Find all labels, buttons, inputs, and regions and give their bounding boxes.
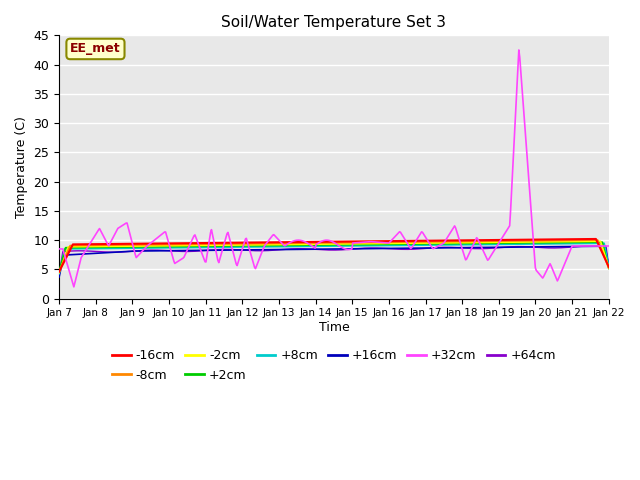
- Y-axis label: Temperature (C): Temperature (C): [15, 116, 28, 218]
- X-axis label: Time: Time: [319, 321, 349, 334]
- Legend: -16cm, -8cm, -2cm, +2cm, +8cm, +16cm, +32cm, +64cm: -16cm, -8cm, -2cm, +2cm, +8cm, +16cm, +3…: [107, 345, 561, 387]
- Text: EE_met: EE_met: [70, 42, 121, 56]
- Title: Soil/Water Temperature Set 3: Soil/Water Temperature Set 3: [221, 15, 447, 30]
